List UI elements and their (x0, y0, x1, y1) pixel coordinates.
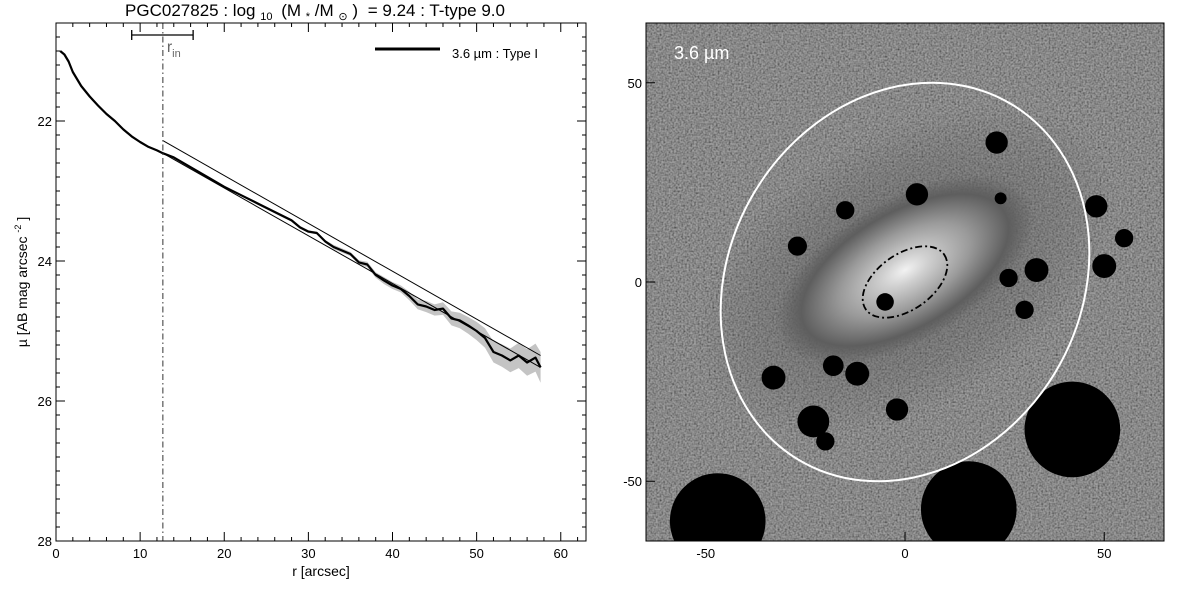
y-axis-label-close: ] (14, 217, 30, 221)
x-tick-label-20: 20 (217, 546, 231, 561)
x-tick-label-30: 30 (301, 546, 315, 561)
mask-11 (876, 293, 894, 311)
y-axis-label: µ [AB mag arcsec -2 ] (8, 217, 30, 347)
title-sep: : (223, 1, 232, 20)
title-mass-close: ) (352, 1, 358, 20)
legend-label: 3.6 µm : Type I (452, 46, 538, 61)
y-tick-label-22: 22 (38, 114, 52, 129)
title-mass-mid: /M (315, 1, 334, 20)
y-axis-label-main: µ [AB mag arcsec (14, 236, 30, 347)
galaxy-image (646, 23, 1164, 541)
title-galaxy: PGC027825 (125, 1, 219, 20)
mask-16 (797, 405, 830, 438)
galaxy-image-panel: -50 0 50 -50 0 50 3.6 µm (623, 22, 1165, 561)
y-axis-label-sup: -2 (13, 225, 23, 233)
mask-13 (822, 355, 844, 377)
fit-line-1 (162, 140, 541, 356)
outer-ellipse (719, 81, 1091, 483)
image-axes-layer: -50 0 50 -50 0 50 (623, 76, 1111, 561)
plot-frame (55, 22, 587, 542)
img-x-tick-label--50: -50 (696, 546, 715, 561)
ellipse-layer (719, 81, 1091, 483)
img-y-tick-label-0: 0 (635, 275, 642, 290)
mask-18 (816, 432, 835, 451)
mask-7 (1114, 229, 1134, 248)
mask-5 (1085, 195, 1108, 218)
x-tick-label-0: 0 (52, 546, 59, 561)
profile-chart: PGC027825 : log 10 (M * /M ⊙ ) = 9.24 : … (8, 1, 587, 579)
galaxy-light-layer (694, 105, 1116, 435)
title-log-sub: 10 (260, 11, 272, 23)
mask-20 (920, 461, 1017, 541)
mask-2 (905, 183, 929, 206)
mask-4 (836, 201, 855, 220)
mask-19 (1024, 381, 1121, 478)
title-value: = 9.24 : T-type 9.0 (368, 1, 505, 20)
mask-3 (994, 192, 1007, 205)
mask-12 (1015, 300, 1034, 320)
x-tick-label-40: 40 (385, 546, 399, 561)
x-tick-label-10: 10 (133, 546, 147, 561)
legend: 3.6 µm : Type I (375, 46, 538, 61)
title-star-sub: * (306, 11, 311, 23)
y-tick-label-28: 28 (38, 534, 52, 549)
title-sun-sub: ⊙ (338, 11, 347, 23)
error-band-layer (60, 50, 541, 383)
profile-line (59, 50, 542, 368)
mask-layer (669, 131, 1134, 541)
inner-ellipse (861, 245, 949, 319)
img-y-tick-label--50: -50 (623, 474, 642, 489)
fit-line-2 (162, 152, 541, 368)
r-in-label-sub: in (172, 48, 181, 60)
title-mass-open: (M (281, 1, 301, 20)
img-x-tick-label-0: 0 (901, 546, 908, 561)
y-tick-label-26: 26 (38, 394, 52, 409)
mask-21 (669, 473, 766, 541)
mask-9 (1092, 254, 1117, 279)
x-tick-label-50: 50 (469, 546, 483, 561)
mask-8 (1024, 258, 1049, 282)
error-band (60, 50, 541, 383)
image-band-label: 3.6 µm (674, 43, 729, 63)
mask-10 (999, 268, 1018, 288)
mask-6 (787, 236, 807, 256)
x-tick-label-60: 60 (554, 546, 568, 561)
y-tick-label-24: 24 (38, 254, 52, 269)
r-in-label: rin (167, 39, 181, 60)
mask-17 (885, 398, 909, 421)
figure-title: PGC027825 : log 10 (M * /M ⊙ ) = 9.24 : … (125, 1, 505, 24)
mask-15 (761, 365, 786, 390)
x-axis-label: r [arcsec] (292, 563, 350, 579)
img-x-tick-label-50: 50 (1097, 546, 1111, 561)
mask-1 (985, 131, 1008, 154)
profile-line-layer (59, 50, 542, 368)
annotation-layer: rin (131, 23, 194, 541)
axes-layer: 0 10 20 30 40 50 60 22 24 26 28 (38, 23, 586, 561)
galaxy-disk (775, 175, 1035, 365)
mask-14 (845, 361, 870, 386)
img-y-tick-label-50: 50 (628, 76, 642, 91)
title-log: log (233, 1, 256, 20)
